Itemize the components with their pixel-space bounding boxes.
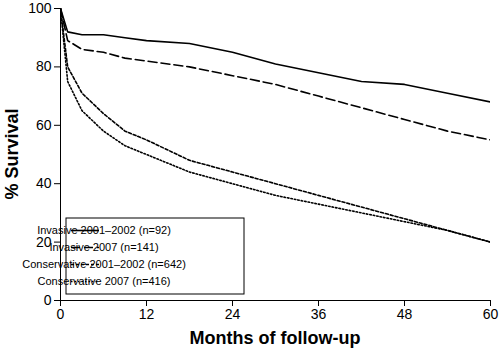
svg-text:60: 60 xyxy=(36,117,52,133)
svg-text:100: 100 xyxy=(28,0,52,16)
svg-text:12: 12 xyxy=(139,306,155,322)
svg-text:Invasive 2007 (n=141): Invasive 2007 (n=141) xyxy=(49,241,158,253)
svg-text:40: 40 xyxy=(36,175,52,191)
svg-text:0: 0 xyxy=(44,292,52,308)
svg-text:48: 48 xyxy=(397,306,413,322)
svg-text:36: 36 xyxy=(311,306,327,322)
svg-text:60: 60 xyxy=(483,306,499,322)
svg-text:Invasive 2001–2002 (n=92): Invasive 2001–2002 (n=92) xyxy=(37,224,171,236)
svg-text:24: 24 xyxy=(225,306,241,322)
svg-text:80: 80 xyxy=(36,58,52,74)
svg-text:0: 0 xyxy=(57,306,65,322)
svg-text:Conservative 2007 (n=416): Conservative 2007 (n=416) xyxy=(38,275,171,287)
svg-text:% Survival: % Survival xyxy=(2,108,22,199)
svg-text:Months of follow-up: Months of follow-up xyxy=(190,328,361,348)
svg-text:Conservative 2001–2002 (n=642): Conservative 2001–2002 (n=642) xyxy=(22,258,186,270)
